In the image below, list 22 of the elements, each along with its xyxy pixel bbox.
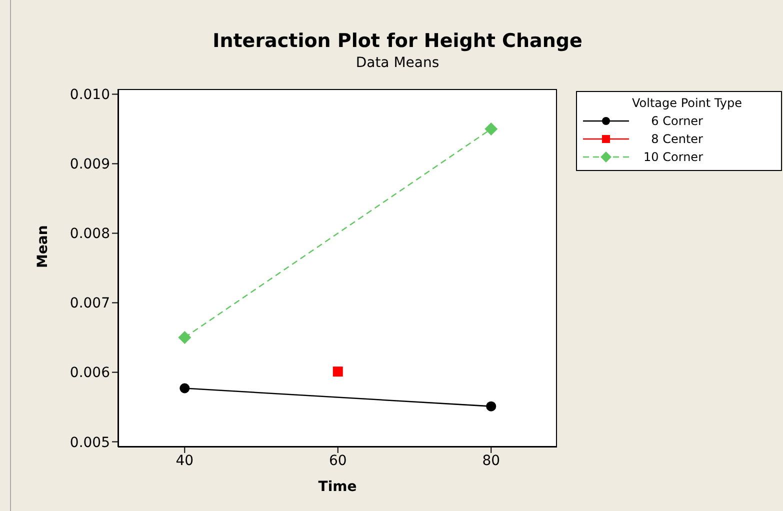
- y-tick-label: 0.009: [70, 156, 110, 173]
- point: [180, 383, 190, 394]
- legend-title: Voltage Point Type: [631, 96, 743, 110]
- point: [484, 122, 498, 136]
- y-axis-title: Mean: [34, 225, 51, 268]
- chart-title: Interaction Plot for Height Change: [212, 30, 584, 52]
- x-tick-label: 60: [328, 452, 347, 469]
- y-tick-label: 0.007: [70, 296, 110, 312]
- point: [486, 401, 496, 412]
- x-axis-title: Time: [318, 479, 357, 495]
- y-tick-label: 0.006: [70, 365, 110, 382]
- x-tick-label: 40: [176, 452, 194, 469]
- y-tick-label: 0.010: [70, 87, 110, 104]
- y-tick-label: 0.005: [70, 434, 110, 451]
- legend-label: 6 Corner: [650, 114, 703, 128]
- legend-label: 10 Corner: [642, 150, 703, 164]
- chart-subtitle: Data Means: [354, 55, 440, 71]
- y-tick-label: 0.008: [70, 226, 110, 242]
- x-tick-label: 80: [482, 452, 500, 469]
- point: [178, 331, 192, 344]
- point: [332, 366, 343, 377]
- legend-label: 8 Center: [650, 132, 703, 146]
